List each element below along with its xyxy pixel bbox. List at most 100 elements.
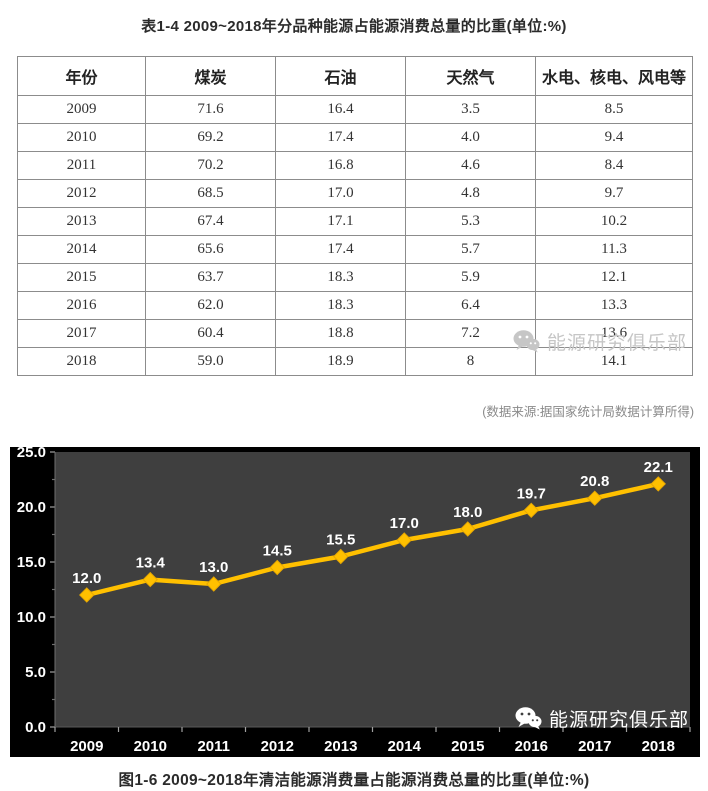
- table-cell: 2017: [17, 319, 146, 348]
- source-note: (数据来源:据国家统计局数据计算所得): [482, 405, 694, 419]
- x-axis-label: 2017: [578, 738, 611, 755]
- data-point-marker: [142, 571, 158, 588]
- data-label: 19.7: [517, 485, 546, 502]
- data-label: 18.0: [453, 504, 482, 521]
- table-cell: 2014: [17, 235, 146, 264]
- table-cell: 5.9: [405, 263, 536, 292]
- table-cell: 18.3: [275, 291, 406, 320]
- table-cell: 2018: [17, 347, 146, 376]
- table-row: 2016 62.0 18.3 6.4 13.3: [17, 291, 693, 320]
- x-axis-label: 2012: [261, 738, 294, 755]
- table-cell: 17.4: [275, 123, 406, 152]
- table-cell: 59.0: [145, 347, 276, 376]
- table-row: 2013 67.4 17.1 5.3 10.2: [17, 207, 693, 236]
- table-cell: 2013: [17, 207, 146, 236]
- column-header: 水电、核电、风电等: [535, 56, 693, 96]
- y-axis-label: 25.0: [17, 447, 46, 461]
- column-header: 年份: [17, 56, 146, 96]
- line-chart-canvas: 0.0 5.0 10.0 15.0 20.0 25.0 12.0 2009 13.4 2010 13…: [17, 447, 691, 755]
- table-cell: 2012: [17, 179, 146, 208]
- table-cell: 2010: [17, 123, 146, 152]
- data-point-marker: [460, 521, 476, 537]
- table-cell: 4.8: [405, 179, 536, 208]
- data-label: 14.5: [263, 543, 292, 560]
- y-axis-label: 0.0: [25, 719, 46, 736]
- table-row: 2011 70.2 16.8 4.6 8.4: [17, 151, 693, 180]
- line-series: [84, 481, 661, 598]
- table-cell: 60.4: [145, 319, 276, 348]
- table-cell: 6.4: [405, 291, 536, 320]
- table-cell: 14.1: [535, 347, 693, 376]
- table-cell: 8.5: [535, 95, 693, 124]
- data-point-marker: [269, 559, 285, 576]
- table-row: 2014 65.6 17.4 5.7 11.3: [17, 235, 693, 264]
- table-row: 2009 71.6 16.4 3.5 8.5: [17, 95, 693, 124]
- table-cell: 65.6: [145, 235, 276, 264]
- table-cell: 10.2: [535, 207, 693, 236]
- x-axis-label: 2018: [642, 738, 675, 755]
- table-body: 2009 71.6 16.4 3.5 8.5 2010 69.2 17.4 4.0 9.4 2011…: [17, 95, 693, 376]
- table-cell: 2016: [17, 291, 146, 320]
- table-cell: 8.4: [535, 151, 693, 180]
- data-label: 12.0: [72, 570, 101, 587]
- table-header: 年份 煤炭 石油 天然气 水电、核电、风电等: [17, 56, 693, 96]
- table-cell: 63.7: [145, 263, 276, 292]
- data-point-marker: [396, 532, 412, 548]
- x-axis-label: 2015: [451, 738, 484, 755]
- data-point-marker: [333, 548, 349, 565]
- data-label: 13.0: [199, 559, 228, 576]
- table-cell: 16.8: [275, 151, 406, 180]
- table-cell: 2015: [17, 263, 146, 292]
- table-cell: 71.6: [145, 95, 276, 124]
- table-cell: 17.0: [275, 179, 406, 208]
- data-label: 13.4: [136, 555, 166, 572]
- table-row: 2017 60.4 18.8 7.2 13.6: [17, 319, 693, 348]
- y-axis-label: 20.0: [17, 499, 46, 516]
- column-header: 煤炭: [145, 56, 276, 96]
- table-cell: 13.3: [535, 291, 693, 320]
- table-row: 2010 69.2 17.4 4.0 9.4: [17, 123, 693, 152]
- table-cell: 9.4: [535, 123, 693, 152]
- energy-share-table: 年份 煤炭 石油 天然气 水电、核电、风电等 2009 71.6 16.4 3.5 8.5 201…: [17, 56, 693, 376]
- data-label: 17.0: [390, 515, 419, 532]
- line-chart: 0.0 5.0 10.0 15.0 20.0 25.0 12.0 2009 13.4 2010 13…: [10, 447, 700, 757]
- table-cell: 17.1: [275, 207, 406, 236]
- table-cell: 17.4: [275, 235, 406, 264]
- x-axis-label: 2009: [70, 738, 103, 755]
- data-point-marker: [79, 587, 95, 603]
- table-cell: 68.5: [145, 179, 276, 208]
- x-axis-label: 2014: [388, 738, 422, 755]
- table-cell: 4.6: [405, 151, 536, 180]
- table-cell: 70.2: [145, 151, 276, 180]
- table-cell: 13.6: [535, 319, 693, 348]
- table-cell: 18.8: [275, 319, 406, 348]
- table-cell: 4.0: [405, 123, 536, 152]
- data-point-marker: [523, 502, 539, 519]
- x-axis-label: 2011: [197, 738, 230, 755]
- table-cell: 62.0: [145, 291, 276, 320]
- table-cell: 16.4: [275, 95, 406, 124]
- column-header: 石油: [275, 56, 406, 96]
- table-cell: 18.9: [275, 347, 406, 376]
- data-point-marker: [206, 576, 222, 592]
- table-cell: 3.5: [405, 95, 536, 124]
- table-cell: 69.2: [145, 123, 276, 152]
- table-cell: 67.4: [145, 207, 276, 236]
- table-cell: 2009: [17, 95, 146, 124]
- column-header: 天然气: [405, 56, 536, 96]
- data-point-marker: [650, 476, 666, 492]
- table-row: 2015 63.7 18.3 5.9 12.1: [17, 263, 693, 292]
- table-row: 2018 59.0 18.9 8 14.1: [17, 347, 693, 376]
- table-title: 表1-4 2009~2018年分品种能源占能源消费总量的比重(单位:%): [141, 18, 567, 35]
- table-cell: 11.3: [535, 235, 693, 264]
- table-cell: 7.2: [405, 319, 536, 348]
- table-cell: 2011: [17, 151, 146, 180]
- y-axis-label: 15.0: [17, 554, 46, 571]
- x-axis-label: 2016: [515, 738, 548, 755]
- y-axis-label: 10.0: [17, 609, 46, 626]
- plot-area: [55, 452, 690, 727]
- table-cell: 12.1: [535, 263, 693, 292]
- table-cell: 5.7: [405, 235, 536, 264]
- table-cell: 18.3: [275, 263, 406, 292]
